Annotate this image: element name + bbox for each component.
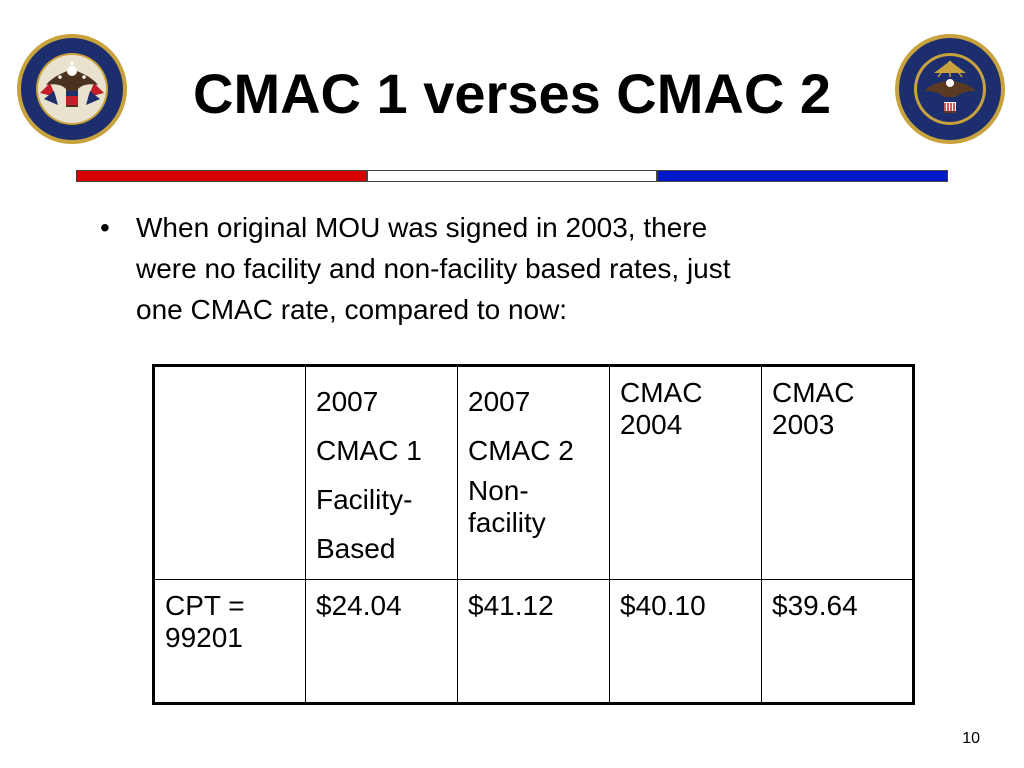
table-row: CPT = 99201 $24.04 $41.12 $40.10 $39.64 bbox=[153, 579, 914, 704]
bullet-text-line: were no facility and non-facility based … bbox=[136, 253, 731, 284]
rate-cell: $39.64 bbox=[761, 579, 914, 704]
bullet-item: • When original MOU was signed in 2003, … bbox=[100, 207, 880, 330]
header-text-line: 2007 bbox=[316, 386, 379, 417]
row-label-line: CPT = bbox=[165, 590, 245, 621]
header-text-line: 2004 bbox=[620, 409, 683, 440]
table-header-cell: 2007 CMAC 2 Non- facility bbox=[457, 365, 610, 580]
department-of-defense-seal-icon bbox=[895, 34, 1005, 144]
divider-white-segment bbox=[366, 170, 658, 182]
veterans-affairs-seal-icon bbox=[17, 34, 127, 144]
divider-blue-segment bbox=[657, 170, 949, 182]
header-text-line: 2007 bbox=[468, 386, 531, 417]
table-header-cell: 2007 CMAC 1 Facility- Based bbox=[305, 365, 458, 580]
page-number: 10 bbox=[962, 730, 980, 747]
rate-cell: $41.12 bbox=[457, 579, 610, 704]
row-label-cell: CPT = 99201 bbox=[153, 579, 306, 704]
divider-red-segment bbox=[76, 170, 367, 182]
cmac-rate-table: 2007 CMAC 1 Facility- Based 2007 CMAC 2 … bbox=[152, 364, 915, 705]
table-header-cell: CMAC 2004 bbox=[609, 365, 762, 580]
tricolor-divider bbox=[76, 170, 949, 182]
header-text-line: CMAC 2 bbox=[468, 435, 574, 466]
header-text-line: CMAC bbox=[620, 377, 703, 408]
page-title: CMAC 1 verses CMAC 2 bbox=[193, 62, 831, 125]
rate-cell: $40.10 bbox=[609, 579, 762, 704]
header-text-line: 2003 bbox=[772, 409, 835, 440]
bullet-dot-icon: • bbox=[100, 212, 110, 243]
header-text-line: CMAC 1 bbox=[316, 435, 422, 466]
table-header-row: 2007 CMAC 1 Facility- Based 2007 CMAC 2 … bbox=[153, 365, 914, 580]
rate-cell: $24.04 bbox=[305, 579, 458, 704]
table-header-cell: CMAC 2003 bbox=[761, 365, 914, 580]
table-header-cell-empty bbox=[153, 365, 306, 580]
bullet-list: • When original MOU was signed in 2003, … bbox=[100, 207, 880, 330]
header-text-line: Facility- bbox=[316, 484, 413, 515]
header-text-line: facility bbox=[468, 507, 546, 538]
bullet-text-line: one CMAC rate, compared to now: bbox=[136, 294, 568, 325]
header-text-line: Based bbox=[316, 533, 396, 564]
header-text-line: CMAC bbox=[772, 377, 855, 408]
bullet-text-line: When original MOU was signed in 2003, th… bbox=[136, 212, 708, 243]
row-label-line: 99201 bbox=[165, 622, 243, 653]
header-text-line: Non- bbox=[468, 475, 529, 506]
